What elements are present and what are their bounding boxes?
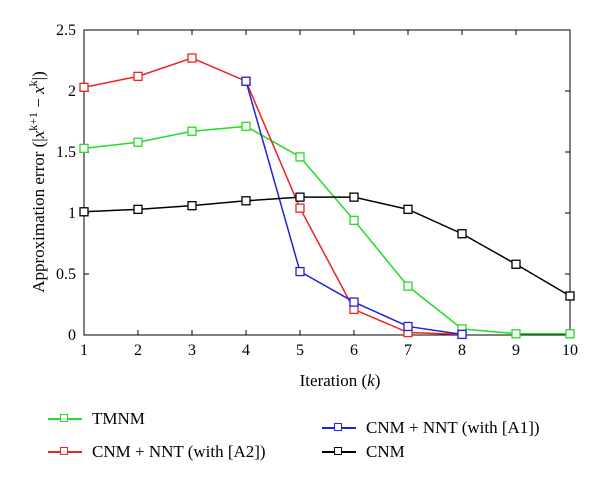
data-point — [295, 203, 305, 213]
data-point — [79, 143, 89, 153]
series-line — [83, 57, 463, 336]
axes-frame — [83, 29, 571, 336]
x-tick-label: 6 — [350, 342, 358, 359]
x-axis-ticks: 1 2 3 4 5 6 7 8 9 10 — [80, 30, 578, 359]
x-axis-label: Iteration (k) — [300, 371, 381, 390]
data-point — [187, 53, 197, 63]
data-point — [349, 297, 359, 307]
data-point — [241, 76, 251, 86]
x-tick-label: 4 — [242, 342, 250, 359]
x-tick-label: 7 — [404, 342, 412, 359]
data-point — [241, 121, 251, 132]
series-layer — [79, 53, 575, 340]
data-point — [403, 321, 413, 332]
series-line — [83, 196, 571, 297]
series-0 — [79, 121, 575, 339]
data-point — [133, 137, 143, 147]
x-tick-label: 9 — [512, 342, 520, 359]
data-point — [565, 291, 575, 301]
y-axis-ticks: 0 0.5 1 1.5 2 2.5 — [56, 22, 570, 344]
y-axis-label: Approximation error (|xk+1 − xk|) — [26, 71, 48, 293]
data-point — [565, 329, 575, 339]
data-point — [133, 71, 143, 82]
x-tick-label: 1 — [80, 342, 88, 359]
y-tick-label: 0 — [68, 327, 76, 344]
data-point — [511, 329, 521, 339]
data-point — [295, 152, 305, 162]
data-point — [133, 204, 143, 214]
data-point — [511, 259, 521, 269]
x-tick-label: 5 — [296, 342, 304, 359]
y-tick-label: 2.5 — [56, 22, 76, 39]
data-point — [295, 266, 305, 277]
x-tick-label: 2 — [134, 342, 142, 359]
data-point — [187, 126, 197, 136]
data-point — [349, 192, 359, 202]
data-point — [241, 196, 251, 206]
series-1 — [79, 53, 467, 340]
data-point — [295, 192, 305, 202]
data-point — [79, 82, 89, 92]
data-point — [79, 207, 89, 217]
y-tick-label: 0.5 — [56, 266, 76, 283]
y-tick-label: 1.5 — [56, 144, 76, 161]
plot-area — [83, 29, 571, 336]
y-tick-label: 1 — [68, 205, 76, 222]
data-point — [403, 204, 413, 214]
series-line — [245, 81, 463, 336]
data-point — [403, 281, 413, 291]
data-point — [457, 229, 467, 239]
y-tick-label: 2 — [68, 83, 76, 100]
series-line — [83, 125, 570, 335]
data-point — [349, 215, 359, 225]
data-point — [187, 201, 197, 211]
series-3 — [79, 192, 575, 301]
x-tick-label: 8 — [458, 342, 466, 359]
x-tick-label: 10 — [562, 342, 578, 359]
x-tick-label: 3 — [188, 342, 196, 359]
data-point — [457, 329, 467, 340]
series-2 — [241, 76, 467, 340]
